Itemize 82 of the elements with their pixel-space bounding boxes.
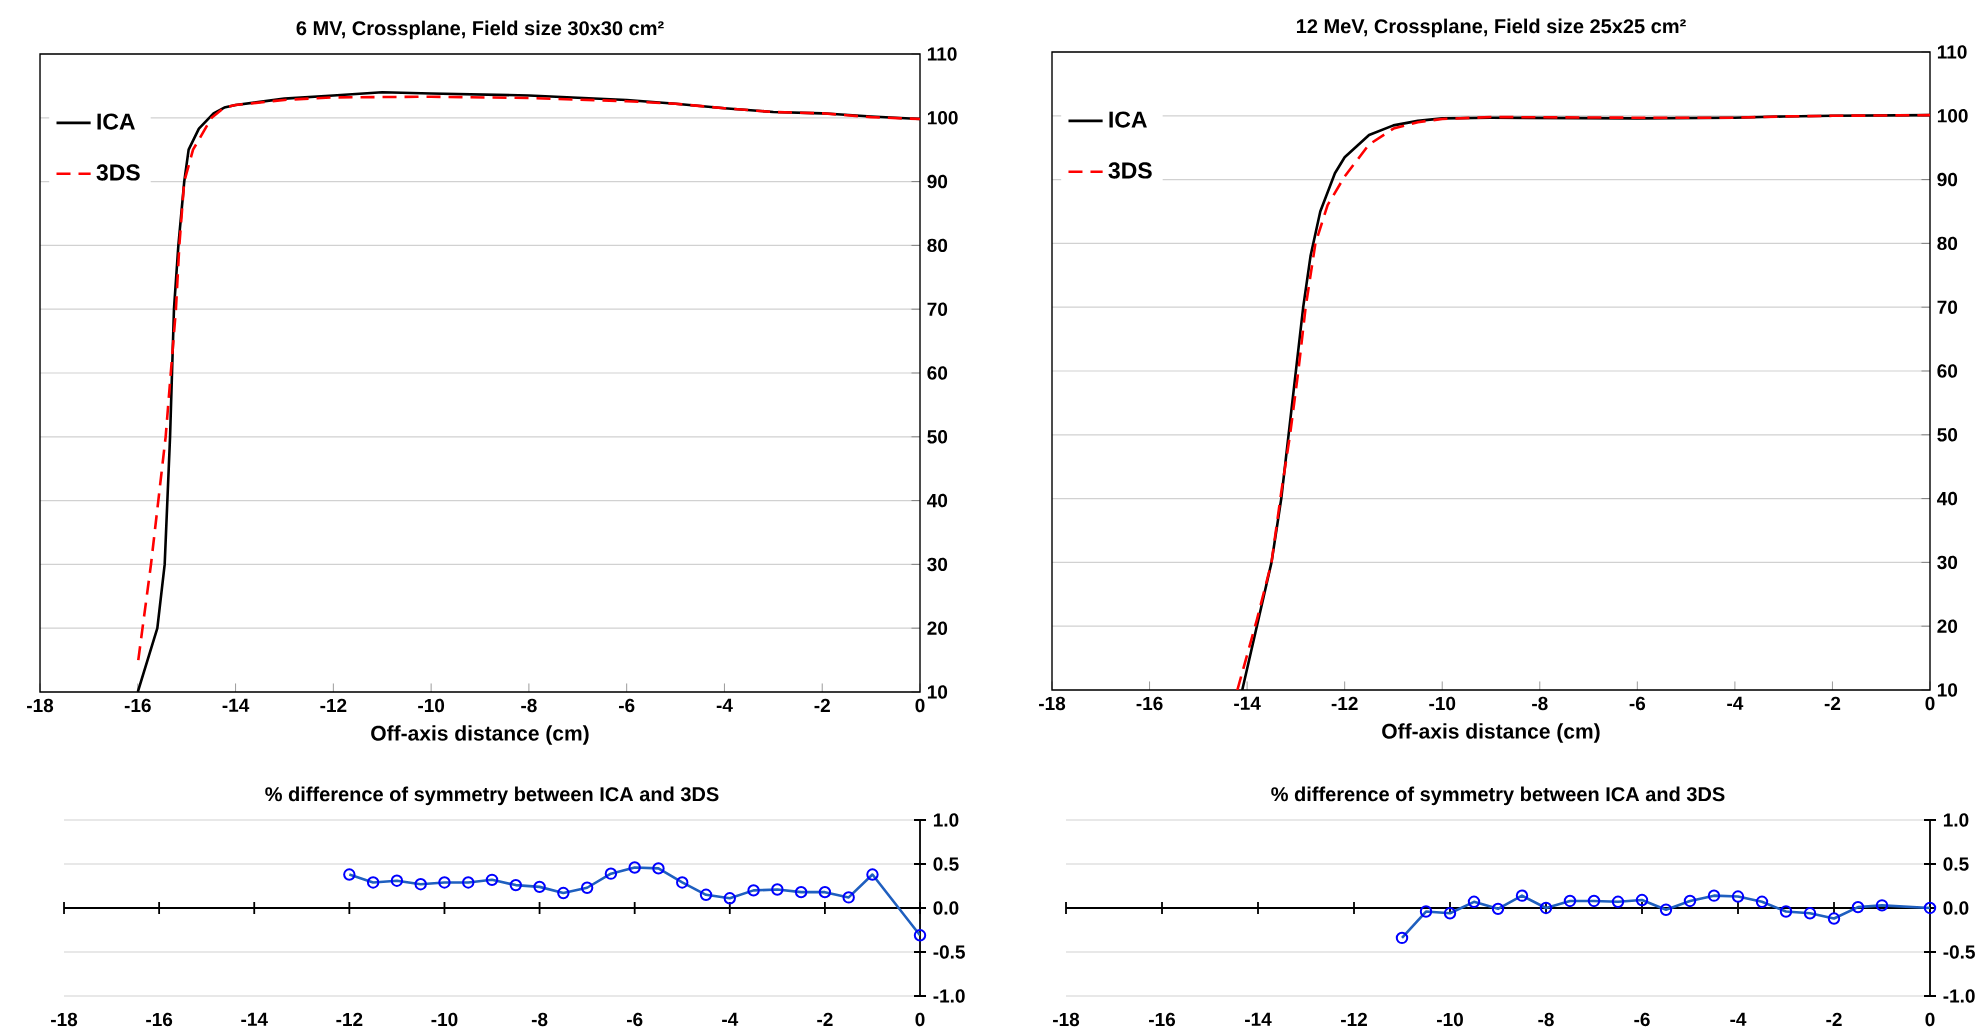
x-tick-label: 0 <box>915 1012 925 1027</box>
x-tick-label: -18 <box>1053 1012 1080 1027</box>
y-tick-label: 0.0 <box>1943 901 1969 915</box>
chart-title: 12 MeV, Crossplane, Field size 25x25 cm² <box>1296 18 1686 38</box>
x-tick-label: -16 <box>1136 696 1163 711</box>
x-tick-label: -12 <box>336 1012 363 1026</box>
x-tick-label: -4 <box>722 1012 739 1026</box>
x-tick-label: -16 <box>124 698 151 713</box>
x-tick-label: -8 <box>1538 1012 1554 1027</box>
x-tick-label: 0 <box>1925 696 1935 711</box>
chart-title: % difference of symmetry between ICA and 3DS <box>265 786 719 806</box>
x-tick-label: -14 <box>1234 696 1261 710</box>
y-tick-label: 40 <box>927 493 948 508</box>
y-tick-label: 60 <box>1937 364 1958 378</box>
y-tick-label: 40 <box>1937 491 1958 506</box>
x-tick-label: -12 <box>1331 696 1358 710</box>
x-tick-label: -4 <box>1730 1012 1747 1026</box>
x-axis-title: Off-axis distance (cm) <box>1382 723 1600 743</box>
x-tick-label: 0 <box>915 698 925 713</box>
y-tick-label: -0.5 <box>933 945 965 959</box>
x-tick-label: -14 <box>241 1012 268 1026</box>
y-tick-label: 20 <box>927 621 948 635</box>
y-tick-label: 10 <box>1937 683 1958 697</box>
x-tick-label: -10 <box>1429 696 1456 711</box>
x-tick-label: -2 <box>814 698 830 712</box>
y-tick-label: 60 <box>927 366 948 380</box>
y-tick-label: 70 <box>1937 300 1958 314</box>
y-tick-label: 1.0 <box>1943 813 1969 827</box>
y-tick-label: 80 <box>927 238 948 253</box>
y-tick-label: 30 <box>1937 555 1958 570</box>
legend-label: ICA <box>1109 111 1147 128</box>
chart-title: 6 MV, Crossplane, Field size 30x30 cm² <box>296 20 664 40</box>
y-tick-label: -0.5 <box>1943 945 1975 959</box>
y-tick-label: 110 <box>1937 45 1967 59</box>
y-tick-label: 80 <box>1937 236 1958 251</box>
y-tick-label: -1.0 <box>933 989 965 1003</box>
y-tick-label: -1.0 <box>1943 989 1975 1003</box>
x-tick-label: -14 <box>1245 1012 1272 1026</box>
y-tick-label: 30 <box>927 557 948 572</box>
x-tick-label: -16 <box>146 1012 173 1027</box>
legend-label: ICA <box>97 113 135 130</box>
y-tick-label: 50 <box>1937 428 1958 442</box>
x-tick-label: 0 <box>1925 1012 1935 1027</box>
x-tick-label: -4 <box>1727 696 1744 710</box>
y-tick-label: 90 <box>927 174 948 189</box>
x-tick-label: -12 <box>320 698 347 712</box>
legend-label: 3DS <box>1108 162 1152 179</box>
x-tick-label: -18 <box>1039 696 1066 711</box>
x-tick-label: -10 <box>1437 1012 1463 1027</box>
y-tick-label: 0.0 <box>933 901 959 915</box>
x-tick-label: -8 <box>1532 696 1548 711</box>
x-tick-label: -10 <box>418 698 445 713</box>
x-tick-label: -18 <box>27 698 54 713</box>
y-tick-label: 0.5 <box>933 857 959 871</box>
x-tick-label: -10 <box>431 1012 458 1027</box>
x-tick-label: -12 <box>1341 1012 1367 1026</box>
y-tick-label: 100 <box>1937 109 1968 123</box>
x-tick-label: -8 <box>521 698 537 713</box>
x-tick-label: -18 <box>51 1012 78 1027</box>
x-tick-label: -6 <box>1634 1012 1650 1027</box>
x-tick-label: -16 <box>1149 1012 1176 1027</box>
x-tick-label: -6 <box>618 698 635 713</box>
y-tick-label: 110 <box>927 47 957 61</box>
x-tick-label: -8 <box>531 1012 548 1027</box>
x-tick-label: -2 <box>1826 1012 1842 1026</box>
y-tick-label: 1.0 <box>933 813 959 827</box>
y-tick-label: 50 <box>927 430 948 444</box>
y-tick-label: 10 <box>927 685 948 699</box>
x-tick-label: -4 <box>716 698 733 712</box>
x-axis-title: Off-axis distance (cm) <box>371 725 589 745</box>
legend-label: 3DS <box>96 164 140 181</box>
y-tick-label: 100 <box>927 111 958 125</box>
y-tick-label: 90 <box>1937 172 1958 187</box>
y-tick-label: 0.5 <box>1943 857 1969 871</box>
x-tick-label: -6 <box>626 1012 643 1027</box>
x-tick-label: -14 <box>222 698 250 712</box>
chart-title: % difference of symmetry between ICA and 3DS <box>1271 786 1725 806</box>
x-tick-label: -2 <box>1824 696 1841 710</box>
y-tick-label: 20 <box>1937 619 1958 633</box>
x-tick-label: -6 <box>1629 696 1646 711</box>
y-tick-label: 70 <box>927 302 948 316</box>
x-tick-label: -2 <box>817 1012 833 1026</box>
